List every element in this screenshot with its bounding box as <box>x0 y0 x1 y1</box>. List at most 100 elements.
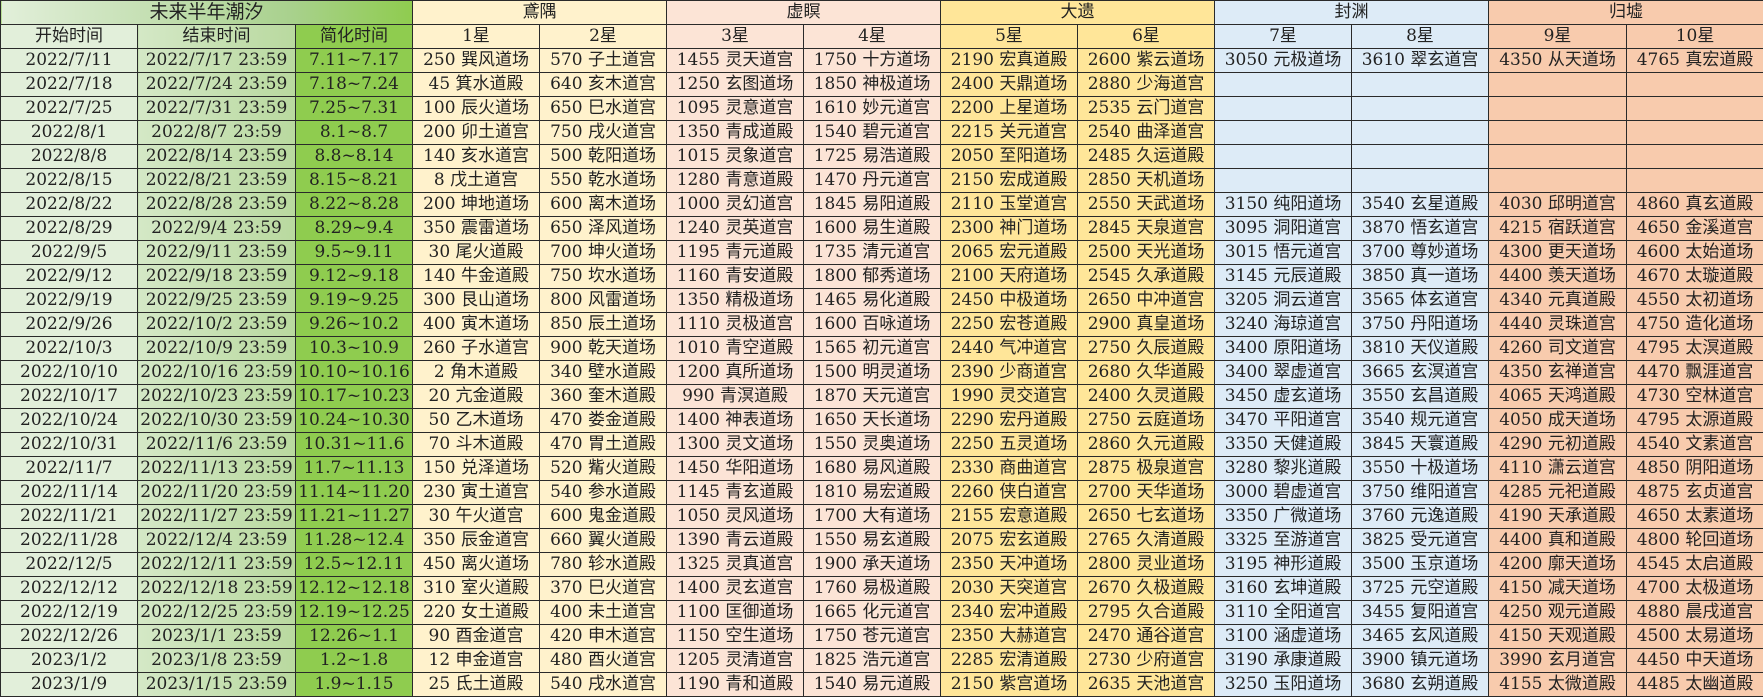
star-9-cell[interactable]: 4290 元初道殿 <box>1488 432 1628 457</box>
column-header-star-1[interactable]: 1星 <box>412 24 541 49</box>
star-8-cell[interactable] <box>1351 168 1490 193</box>
star-1-cell[interactable]: 230 寅土道宫 <box>412 480 541 505</box>
star-6-cell[interactable]: 2875 极泉道宫 <box>1077 456 1216 481</box>
star-6-cell[interactable]: 2750 久辰道殿 <box>1077 336 1216 361</box>
start-time-cell[interactable]: 2022/8/8 <box>0 144 138 169</box>
star-8-cell[interactable]: 3540 规元道宫 <box>1351 408 1490 433</box>
star-4-cell[interactable]: 1540 碧元道宫 <box>803 120 942 145</box>
star-9-cell[interactable]: 4200 廓天道场 <box>1488 552 1628 577</box>
star-3-cell[interactable]: 1350 青成道殿 <box>666 120 805 145</box>
column-header-star-6[interactable]: 6星 <box>1077 24 1216 49</box>
end-time-cell[interactable]: 2022/9/25 23:59 <box>137 288 296 313</box>
star-5-cell[interactable]: 2450 中极道场 <box>940 288 1079 313</box>
star-4-cell[interactable]: 1470 丹元道宫 <box>803 168 942 193</box>
star-7-cell[interactable]: 3250 玉阳道场 <box>1214 672 1353 697</box>
end-time-cell[interactable]: 2022/8/21 23:59 <box>137 168 296 193</box>
star-1-cell[interactable]: 350 辰金道宫 <box>412 528 541 553</box>
star-7-cell[interactable]: 3000 碧虚道宫 <box>1214 480 1353 505</box>
star-3-cell[interactable]: 1400 灵玄道宫 <box>666 576 805 601</box>
star-10-cell[interactable]: 4700 太极道场 <box>1626 576 1763 601</box>
star-3-cell[interactable]: 1280 青意道殿 <box>666 168 805 193</box>
star-4-cell[interactable]: 1550 易玄道殿 <box>803 528 942 553</box>
star-5-cell[interactable]: 2200 上星道场 <box>940 96 1079 121</box>
star-4-cell[interactable]: 1565 初元道宫 <box>803 336 942 361</box>
star-2-cell[interactable]: 600 鬼金道殿 <box>539 504 668 529</box>
star-2-cell[interactable]: 360 奎木道殿 <box>539 384 668 409</box>
star-6-cell[interactable]: 2650 中冲道宫 <box>1077 288 1216 313</box>
star-10-cell[interactable]: 4730 空林道宫 <box>1626 384 1763 409</box>
star-5-cell[interactable]: 2155 宏意道殿 <box>940 504 1079 529</box>
column-header-star-9[interactable]: 9星 <box>1488 24 1628 49</box>
column-header-star-7[interactable]: 7星 <box>1214 24 1353 49</box>
start-time-cell[interactable]: 2022/11/28 <box>0 528 138 553</box>
group-header-1[interactable]: 鳶隅 <box>412 0 668 25</box>
short-time-cell[interactable]: 8.15~8.21 <box>294 168 414 193</box>
short-time-cell[interactable]: 1.2~1.8 <box>294 648 414 673</box>
star-5-cell[interactable]: 1990 灵交道宫 <box>940 384 1079 409</box>
short-time-cell[interactable]: 7.11~7.17 <box>294 48 414 73</box>
star-1-cell[interactable]: 12 申金道宫 <box>412 648 541 673</box>
star-4-cell[interactable]: 1900 承天道场 <box>803 552 942 577</box>
end-time-cell[interactable]: 2022/7/17 23:59 <box>137 48 296 73</box>
star-3-cell[interactable]: 1455 灵天道宫 <box>666 48 805 73</box>
star-5-cell[interactable]: 2350 大赫道宫 <box>940 624 1079 649</box>
end-time-cell[interactable]: 2022/10/30 23:59 <box>137 408 296 433</box>
star-5-cell[interactable]: 2290 宏丹道殿 <box>940 408 1079 433</box>
star-10-cell[interactable]: 4850 阴阳道场 <box>1626 456 1763 481</box>
star-6-cell[interactable]: 2750 云庭道场 <box>1077 408 1216 433</box>
star-9-cell[interactable]: 4065 天鸿道殿 <box>1488 384 1628 409</box>
star-1-cell[interactable]: 260 子水道宫 <box>412 336 541 361</box>
column-header-star-4[interactable]: 4星 <box>803 24 942 49</box>
star-6-cell[interactable]: 2900 真皇道场 <box>1077 312 1216 337</box>
star-9-cell[interactable]: 4050 成天道场 <box>1488 408 1628 433</box>
end-time-cell[interactable]: 2022/12/11 23:59 <box>137 552 296 577</box>
end-time-cell[interactable]: 2022/9/4 23:59 <box>137 216 296 241</box>
star-9-cell[interactable] <box>1488 72 1628 97</box>
star-9-cell[interactable] <box>1488 96 1628 121</box>
star-2-cell[interactable]: 660 翼火道殿 <box>539 528 668 553</box>
star-1-cell[interactable]: 8 戊土道宫 <box>412 168 541 193</box>
star-10-cell[interactable]: 4650 金溪道宫 <box>1626 216 1763 241</box>
star-3-cell[interactable]: 1205 灵清道宫 <box>666 648 805 673</box>
end-time-cell[interactable]: 2022/10/9 23:59 <box>137 336 296 361</box>
star-9-cell[interactable]: 3990 玄月道宫 <box>1488 648 1628 673</box>
start-time-cell[interactable]: 2022/12/5 <box>0 552 138 577</box>
short-time-cell[interactable]: 7.18~7.24 <box>294 72 414 97</box>
star-2-cell[interactable]: 520 觜火道殿 <box>539 456 668 481</box>
star-3-cell[interactable]: 1150 空生道场 <box>666 624 805 649</box>
star-8-cell[interactable]: 3500 玉京道场 <box>1351 552 1490 577</box>
column-header-star-8[interactable]: 8星 <box>1351 24 1490 49</box>
star-6-cell[interactable]: 2650 七玄道场 <box>1077 504 1216 529</box>
star-5-cell[interactable]: 2350 天冲道场 <box>940 552 1079 577</box>
star-1-cell[interactable]: 220 女土道殿 <box>412 600 541 625</box>
end-time-cell[interactable]: 2022/11/20 23:59 <box>137 480 296 505</box>
star-9-cell[interactable] <box>1488 120 1628 145</box>
star-3-cell[interactable]: 1400 神表道场 <box>666 408 805 433</box>
star-8-cell[interactable]: 3550 十极道场 <box>1351 456 1490 481</box>
star-4-cell[interactable]: 1845 易阳道殿 <box>803 192 942 217</box>
star-9-cell[interactable] <box>1488 168 1628 193</box>
short-time-cell[interactable]: 8.22~8.28 <box>294 192 414 217</box>
star-2-cell[interactable]: 480 酉火道宫 <box>539 648 668 673</box>
star-1-cell[interactable]: 70 斗木道殿 <box>412 432 541 457</box>
star-1-cell[interactable]: 140 牛金道殿 <box>412 264 541 289</box>
star-9-cell[interactable]: 4340 元真道殿 <box>1488 288 1628 313</box>
star-7-cell[interactable]: 3050 元极道场 <box>1214 48 1353 73</box>
star-10-cell[interactable] <box>1626 168 1763 193</box>
star-10-cell[interactable]: 4880 晨戌道宫 <box>1626 600 1763 625</box>
star-1-cell[interactable]: 250 巽风道场 <box>412 48 541 73</box>
tide-title-header[interactable]: 未来半年潮汐 <box>0 0 414 25</box>
star-8-cell[interactable]: 3680 玄朔道殿 <box>1351 672 1490 697</box>
end-time-cell[interactable]: 2022/11/6 23:59 <box>137 432 296 457</box>
star-7-cell[interactable] <box>1214 72 1353 97</box>
star-9-cell[interactable]: 4030 邱明道宫 <box>1488 192 1628 217</box>
start-time-cell[interactable]: 2022/8/29 <box>0 216 138 241</box>
star-5-cell[interactable]: 2190 宏真道殿 <box>940 48 1079 73</box>
star-5-cell[interactable]: 2260 侠白道宫 <box>940 480 1079 505</box>
star-9-cell[interactable]: 4285 元祀道殿 <box>1488 480 1628 505</box>
star-2-cell[interactable]: 640 亥木道宫 <box>539 72 668 97</box>
star-6-cell[interactable]: 2860 久元道殿 <box>1077 432 1216 457</box>
star-2-cell[interactable]: 400 未土道宫 <box>539 600 668 625</box>
star-6-cell[interactable]: 2730 少府道宫 <box>1077 648 1216 673</box>
star-1-cell[interactable]: 400 寅木道场 <box>412 312 541 337</box>
